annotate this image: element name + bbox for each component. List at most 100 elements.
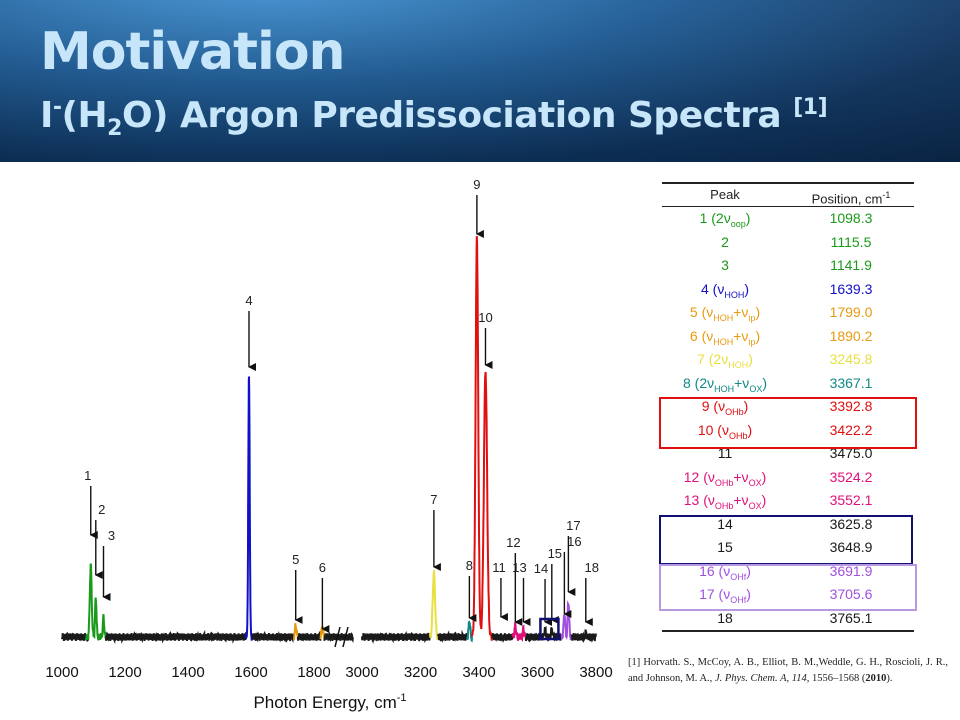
baseline [104, 629, 247, 645]
trace-peaks-14-15 [524, 625, 563, 643]
x-tick-1800: 1800 [297, 664, 330, 681]
peak-16-label: 16 [567, 534, 581, 549]
trace-peaks-16-17 [560, 600, 573, 641]
table-row: 15 3648.9 [662, 536, 914, 560]
table-row: 14 3625.8 [662, 513, 914, 537]
table-row: 12 (νOHb+νOX) 3524.2 [662, 466, 914, 490]
peak-position: 3648.9 [829, 539, 873, 555]
x-axis-label-unit: -1 [397, 692, 407, 704]
peak-position: 1115.5 [830, 233, 872, 250]
citation-journal: J. Phys. Chem. A, 114, [714, 673, 810, 684]
peak-position: 3422.2 [829, 421, 873, 438]
peak-position: 1639.3 [829, 280, 873, 297]
baseline-left [61, 631, 90, 643]
slide-title: Motivation [40, 22, 346, 82]
trace-peaks-9-10 [471, 236, 494, 641]
peak-position: 3552.1 [829, 492, 873, 508]
table-row: 18 3765.1 [662, 607, 914, 632]
peak-position: 1098.3 [829, 210, 873, 226]
peak-3-label: 3 [108, 528, 115, 543]
peak-6-label: 6 [319, 560, 326, 575]
subtitle-ion: I [40, 95, 53, 136]
header-peak: Peak [710, 187, 740, 202]
peak-position: 3475.0 [829, 445, 873, 461]
peak-label: 13 (νOHb+νOX) [683, 492, 767, 511]
x-axis-ticks: 1000 1200 1400 1600 1800 3000 3200 3400 3600 3800 [45, 664, 612, 681]
peak-13-label: 13 [512, 560, 526, 575]
subtitle-subscript: 2 [107, 116, 122, 142]
trace-peak-7 [428, 568, 440, 640]
peak-label: 4 (νHOH) [700, 280, 749, 300]
x-tick-1200: 1200 [108, 664, 141, 681]
peak-position: 3367.1 [829, 374, 873, 391]
subtitle-paren-open: (H [61, 95, 108, 136]
trace-peak-18 [570, 629, 597, 644]
peak-label: 16 (νOHf) [699, 562, 751, 582]
baseline [491, 633, 514, 643]
table-body: 1 (2νoop) 1098.3 2 1115.5 3 1141.9 4 (νHOH) 163… [662, 207, 914, 632]
peak-label: 6 (νHOH+νip) [689, 327, 761, 347]
peak-position: 1141.9 [830, 257, 872, 273]
peak-5-label: 5 [292, 552, 299, 567]
table-row: 13 (νOHb+νOX) 3552.1 [662, 489, 914, 513]
table-row: 6 (νHOH+νip) 1890.2 [662, 325, 914, 349]
peak-9-label: 9 [473, 177, 480, 192]
citation-close: ). [886, 673, 893, 684]
x-axis-label: Photon Energy, cm-1 [253, 692, 406, 712]
peak-label: 8 (2νHOH+νOX) [683, 374, 767, 394]
trace-peak-4 [244, 376, 254, 641]
table-row: 1 (2νoop) 1098.3 [662, 207, 914, 231]
x-tick-1000: 1000 [45, 664, 78, 681]
x-tick-3600: 3600 [521, 664, 554, 681]
peak-label: 7 (2νHOH) [697, 351, 753, 370]
table-row: 10 (νOHb) 3422.2 [662, 419, 914, 443]
peak-position: 1890.2 [829, 327, 873, 344]
peak-position: 3392.8 [829, 398, 873, 414]
peak-8-label: 8 [466, 558, 473, 573]
banner-gradient [0, 0, 960, 162]
peaks-9-10-box [659, 397, 917, 449]
peak-15-label: 15 [548, 546, 562, 561]
peak-2-label: 2 [98, 502, 105, 517]
peak-label: 5 (νHOH+νip) [689, 304, 761, 323]
peak-1-label: 1 [84, 468, 91, 483]
table-row: 11 3475.0 [662, 442, 914, 466]
peak-label: 12 (νOHb+νOX) [683, 468, 767, 488]
peak-12-label: 12 [506, 535, 520, 550]
peak-label: 11 [717, 445, 733, 461]
peaks-14-15-box [659, 515, 913, 565]
header-position-unit: -1 [882, 190, 891, 200]
citation-authors: [1] Horvath. S., McCoy, A. B., Elliot, B… [628, 657, 948, 684]
break-line-1 [334, 626, 341, 648]
baseline [296, 630, 322, 642]
peak-position: 3245.8 [829, 351, 873, 367]
spectrum-traces [61, 236, 597, 645]
peak-label: 3 [721, 257, 729, 273]
subtitle-reference: [1] [793, 95, 828, 120]
peak-position: 3765.1 [829, 609, 873, 626]
peak-4-label: 4 [245, 293, 252, 308]
peak-position: 3691.9 [829, 562, 873, 579]
x-tick-3200: 3200 [404, 664, 437, 681]
subtitle-rest: O) Argon Predissociation Spectra [121, 95, 794, 136]
table-row: 8 (2νHOH+νOX) 3367.1 [662, 372, 914, 396]
x-tick-3800: 3800 [579, 664, 612, 681]
peak-label: 17 (νOHf) [699, 586, 751, 605]
table-row: 16 (νOHf) 3691.9 [662, 560, 914, 584]
peak-position: 3705.6 [829, 586, 873, 602]
peak-label: 1 (2νoop) [699, 210, 751, 229]
table-row: 2 1115.5 [662, 231, 914, 255]
peak-17-label: 17 [566, 518, 580, 533]
peak-position: 1799.0 [829, 304, 873, 320]
baseline [437, 629, 469, 643]
citation-year: 2010 [865, 673, 887, 684]
peak-14-label: 14 [534, 561, 548, 576]
trace-peaks-1-3 [85, 563, 108, 641]
peak-18-label: 18 [585, 560, 599, 575]
x-tick-3400: 3400 [462, 664, 495, 681]
peak-11-label: 11 [492, 560, 506, 575]
table-row: 9 (νOHb) 3392.8 [662, 395, 914, 419]
x-tick-1400: 1400 [171, 664, 204, 681]
